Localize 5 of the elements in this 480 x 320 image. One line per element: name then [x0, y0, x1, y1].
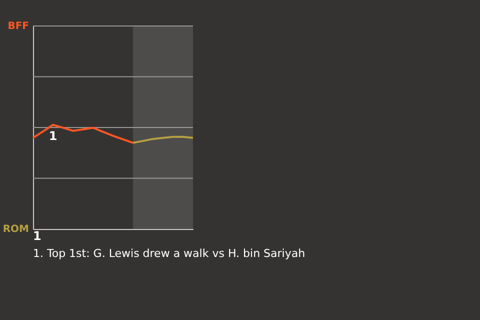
text: 1 — [33, 229, 42, 243]
text: ROM — [2, 224, 30, 235]
text: BFF — [8, 21, 29, 32]
text: 1. Top 1st: G. Lewis drew a walk vs H. bin Sariyah — [33, 247, 306, 260]
annotation: 1 — [48, 128, 58, 143]
